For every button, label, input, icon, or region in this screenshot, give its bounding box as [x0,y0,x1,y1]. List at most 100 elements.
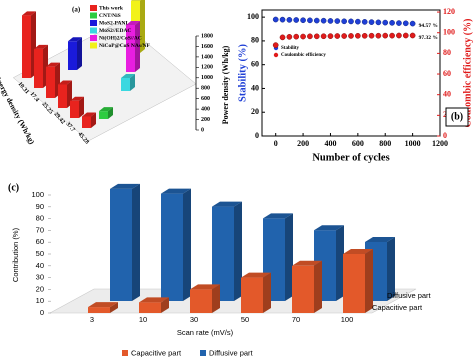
bar-top [46,62,60,67]
y-tick-label: 1000 [201,75,213,81]
bar [68,37,82,70]
y-tick-label: 80 [251,36,259,45]
bar-front [121,77,130,91]
depth-label: Diffusive part [387,291,432,300]
bar-front [22,15,31,79]
legend-label: Ni(OH)2/CoS//AC [99,34,142,41]
point [409,32,416,39]
bar-top [70,96,84,101]
bar-top [314,225,344,231]
bar-top [365,237,395,242]
panel-label: (c) [8,182,19,193]
y-tick-label: 100 [247,12,259,21]
point [286,17,293,23]
bar [292,260,322,313]
point [348,18,354,25]
bar-top [190,284,220,290]
y-tick-label: 30 [36,273,44,282]
bar [161,188,191,301]
bar-front [292,265,314,313]
bar [212,201,242,301]
y-tick-label: 60 [251,60,259,69]
bar-top [139,297,169,303]
bar [34,44,48,88]
bar-front [70,100,79,118]
legend-label: MoS2-PANI [99,20,128,26]
y2-tick-label: 80 [443,48,451,57]
bar-side [365,249,373,313]
bar [22,11,36,79]
plot-frame [261,9,441,137]
bar-side [132,183,140,301]
bar-side [108,107,113,119]
bar-side [130,73,135,91]
x-tick-label: 800 [379,139,391,148]
bar-front [110,188,132,301]
bar [58,80,72,108]
bar-front [99,111,108,119]
point [402,32,409,39]
bar-front [34,48,43,88]
point [313,33,320,40]
x-tick-label: 70 [292,315,300,324]
bar-front [212,206,234,301]
legend-label: MoS2//EDAC [99,28,131,34]
y-tick-label: 1800 [201,33,213,39]
x-tick-label: 10 [139,315,147,324]
point [307,17,313,24]
x-tick-label: 30 [190,315,198,324]
bar [70,96,84,118]
x-tick-label: 37.7 [64,121,75,133]
legend-marker [273,52,279,58]
y-tick-label: 1600 [201,44,213,50]
y-tick-label: 0 [40,308,44,317]
legend-label: NiCoP@CoS NAs/NF [99,43,150,49]
x-tick-label: 200 [297,139,309,148]
bar-front [241,277,263,313]
bar [88,302,118,313]
y2-tick-label: 100 [443,28,455,37]
point [368,19,375,25]
y-tick-label: 40 [36,261,44,270]
bar-side [314,260,322,313]
point [279,34,286,41]
bar-top [161,188,191,194]
legend-swatch [90,35,97,41]
y-tick-label: 20 [251,107,259,116]
x-tick-label: 0 [274,139,278,148]
y-tick-label: 200 [201,117,210,123]
point [293,33,300,40]
y2-axis-label: Coulombic efficiency (%) [462,19,473,128]
bar-side [77,37,82,70]
point [389,19,395,26]
bar-top [126,21,140,25]
x-tick-label: 17.4 [28,91,39,103]
y-tick-label: 50 [36,249,44,258]
bar-side [336,225,344,301]
bar [99,107,113,119]
annotation: 97.32 % [419,35,438,41]
legend-swatch [90,5,97,11]
bar [46,62,60,98]
y-tick-label: 70 [36,225,44,234]
legend-swatch [200,350,206,356]
bar-front [190,289,212,313]
bar-top [343,249,373,254]
point [382,19,389,26]
y2-tick-label: 40 [443,90,451,99]
point [396,20,402,26]
bar-front [58,84,67,108]
bar [139,297,169,313]
depth-label: Capacitive part [372,303,423,312]
legend-label: Stability [281,46,300,51]
point [300,17,306,24]
y-tick-label: 1400 [201,54,213,60]
bar-front [139,302,161,313]
bar-top [212,201,242,207]
annotation: 94.57 % [419,23,438,29]
legend-label: Coulombic efficiency [281,53,326,58]
bar-top [292,260,322,266]
bar-top [263,213,293,219]
point [354,18,361,25]
bar-front [82,116,91,128]
